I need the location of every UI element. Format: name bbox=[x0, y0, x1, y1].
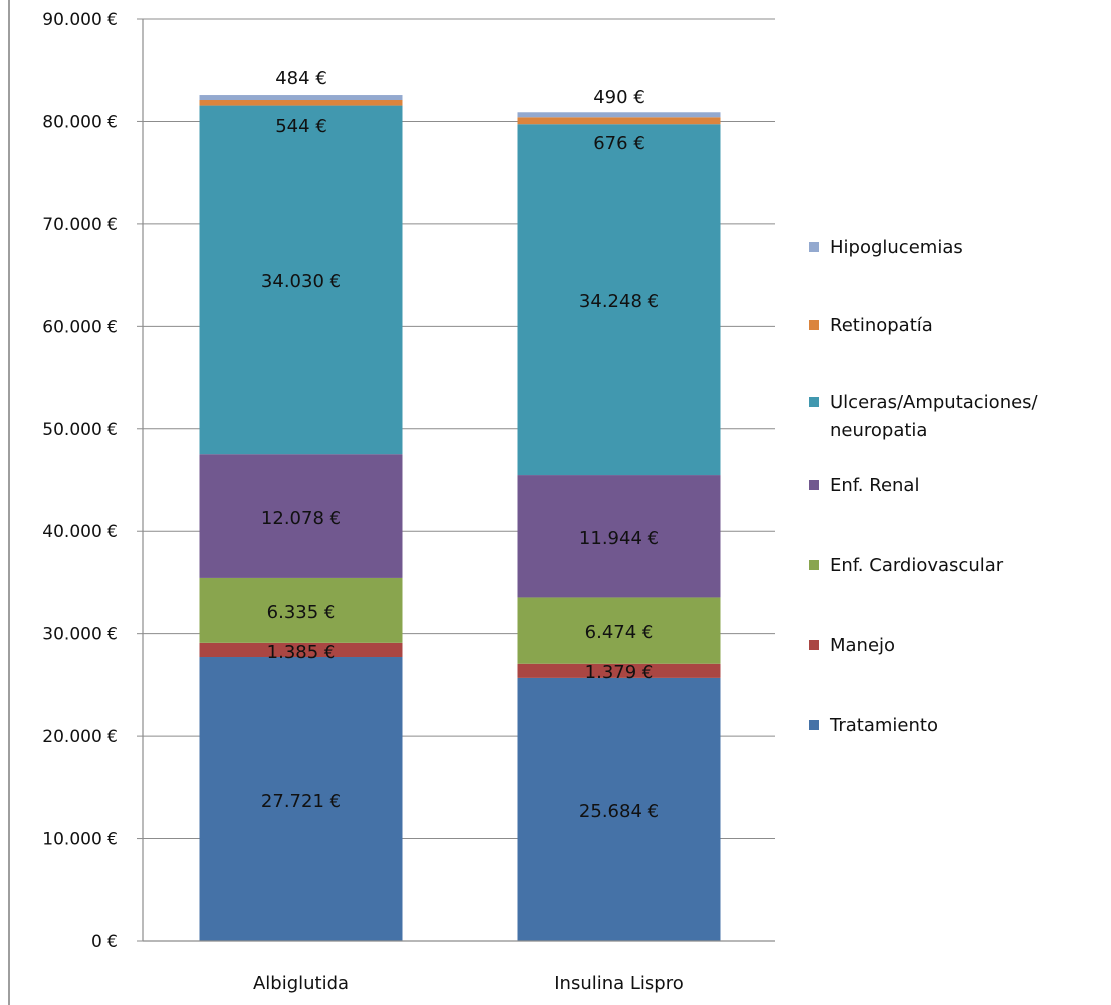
bar-segment bbox=[517, 475, 721, 598]
y-tick-label: 70.000 € bbox=[42, 215, 118, 235]
y-tick-label: 40.000 € bbox=[42, 522, 118, 542]
data-label: 11.944 € bbox=[579, 528, 659, 549]
data-label: 25.684 € bbox=[579, 801, 659, 822]
bar-segment bbox=[517, 677, 721, 941]
y-tick-label: 30.000 € bbox=[42, 625, 118, 645]
legend-swatch bbox=[809, 640, 819, 650]
data-label: 27.721 € bbox=[261, 791, 341, 812]
legend-label: Enf. Cardiovascular bbox=[830, 555, 1004, 576]
legend-label: Hipoglucemias bbox=[830, 237, 963, 258]
data-labels: 27.721 € 1.385 € 6.335 € 12.078 € 34.030 € 54… bbox=[261, 68, 659, 822]
data-label: 6.335 € bbox=[267, 602, 336, 623]
legend-swatch bbox=[809, 320, 819, 330]
data-label: 490 € bbox=[593, 87, 645, 108]
legend-label: Manejo bbox=[830, 635, 895, 656]
data-label: 6.474 € bbox=[585, 622, 654, 643]
data-label: 1.379 € bbox=[585, 662, 654, 683]
data-label: 34.030 € bbox=[261, 271, 341, 292]
legend: Hipoglucemias Retinopatía Ulceras/Amputaci… bbox=[809, 237, 1039, 736]
data-label: 34.248 € bbox=[579, 291, 659, 312]
data-label: 12.078 € bbox=[261, 508, 341, 529]
bar-segment bbox=[199, 95, 403, 101]
legend-swatch bbox=[809, 560, 819, 570]
bar-segment bbox=[199, 642, 403, 658]
y-tick-label: 80.000 € bbox=[42, 112, 118, 132]
y-tick-label: 60.000 € bbox=[42, 317, 118, 337]
y-axis-tick-labels: 0 € 10.000 € 20.000 € 30.000 € 40.000 € 50.00… bbox=[42, 10, 118, 952]
bars bbox=[199, 95, 721, 941]
y-tick-label: 0 € bbox=[91, 932, 118, 952]
axes bbox=[137, 18, 775, 942]
y-tick-label: 50.000 € bbox=[42, 420, 118, 440]
legend-label: Tratamiento bbox=[829, 715, 938, 736]
bar-segment bbox=[199, 454, 403, 578]
legend-swatch bbox=[809, 242, 819, 252]
bar-segment bbox=[199, 657, 403, 941]
data-label: 1.385 € bbox=[267, 642, 336, 663]
bar-segment bbox=[517, 117, 721, 125]
bar-segment bbox=[199, 105, 403, 455]
x-axis-category-labels: Albiglutida Insulina Lispro bbox=[253, 973, 684, 994]
legend-swatch bbox=[809, 480, 819, 490]
legend-swatch bbox=[809, 720, 819, 730]
x-category-label: Albiglutida bbox=[253, 973, 349, 994]
bar-segment bbox=[517, 663, 721, 678]
bar-segment bbox=[199, 577, 403, 643]
y-tick-label: 10.000 € bbox=[42, 830, 118, 850]
x-category-label: Insulina Lispro bbox=[554, 973, 684, 994]
data-label: 676 € bbox=[593, 133, 645, 154]
legend-label: Enf. Renal bbox=[830, 475, 919, 496]
bar-segment bbox=[517, 597, 721, 664]
y-tick-label: 90.000 € bbox=[42, 10, 118, 30]
data-label: 544 € bbox=[275, 116, 327, 137]
data-label: 484 € bbox=[275, 68, 327, 89]
bar-segment bbox=[199, 100, 403, 106]
bar-segment bbox=[517, 124, 721, 476]
legend-swatch bbox=[809, 397, 819, 407]
legend-label: Retinopatía bbox=[830, 315, 933, 336]
legend-label: Ulceras/Amputaciones/neuropatia bbox=[830, 392, 1039, 441]
bar-segment bbox=[517, 112, 721, 118]
y-tick-label: 20.000 € bbox=[42, 727, 118, 747]
